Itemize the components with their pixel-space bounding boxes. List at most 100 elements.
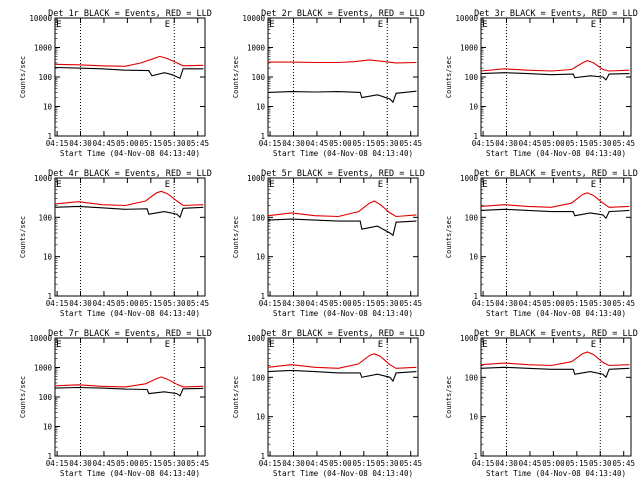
- marker-label: E: [591, 180, 596, 190]
- y-tick-label: 1: [47, 292, 52, 301]
- y-tick-label: 1: [473, 132, 478, 141]
- x-tick-label: 04:15: [46, 139, 69, 148]
- x-tick-label: 05:45: [399, 299, 422, 308]
- x-tick-label: 05:15: [566, 139, 589, 148]
- series-events-line: [480, 366, 630, 379]
- marker-label: E: [165, 20, 170, 30]
- y-axis-label: Counts/sec: [19, 56, 27, 98]
- y-tick-label: 1000: [460, 44, 479, 53]
- x-tick-label: 04:45: [519, 139, 542, 148]
- x-tick-label: 04:30: [282, 139, 305, 148]
- detector-panel-7: Det 7r BLACK = Events, RED = LLD 1 10 100 10…: [19, 329, 212, 478]
- series-events-line: [54, 66, 204, 80]
- x-tick-label: 04:45: [93, 139, 116, 148]
- marker-label: E: [378, 20, 383, 30]
- plot-frame: [480, 337, 632, 457]
- marker-label: E: [482, 20, 487, 30]
- x-tick-label: 05:45: [186, 139, 209, 148]
- y-tick-label: 10: [469, 103, 479, 112]
- marker-label: E: [269, 340, 274, 350]
- y-tick-label: 10: [256, 413, 266, 422]
- marker-label: E: [591, 340, 596, 350]
- y-tick-label: 1: [473, 292, 478, 301]
- y-tick-label: 1000: [247, 334, 266, 343]
- detector-panel-5: Det 5r BLACK = Events, RED = LLD 1 10 100 10…: [232, 169, 425, 318]
- y-tick-label: 10: [469, 253, 479, 262]
- y-tick-label: 1: [47, 132, 52, 141]
- y-tick-label: 100: [464, 213, 478, 222]
- x-tick-label: 05:00: [116, 459, 139, 468]
- series-lld-line: [480, 351, 630, 367]
- series-events-line: [267, 218, 417, 237]
- detector-panel-6: Det 6r BLACK = Events, RED = LLD 1 10 100 10…: [445, 169, 638, 318]
- y-tick-label: 1000: [247, 44, 266, 53]
- x-tick-label: 05:30: [376, 299, 399, 308]
- series-lld-line: [54, 190, 204, 207]
- y-axis-label: Counts/sec: [445, 56, 453, 98]
- x-tick-label: 04:30: [495, 139, 518, 148]
- x-tick-label: 04:45: [93, 459, 116, 468]
- x-tick-label: 05:45: [399, 459, 422, 468]
- x-axis-label: Start Time (04-Nov-08 04:13:40): [60, 309, 200, 318]
- panel-title: Det 3r BLACK = Events, RED = LLD: [474, 9, 638, 19]
- marker-label: E: [269, 20, 274, 30]
- y-tick-label: 10: [43, 103, 53, 112]
- y-axis-label: Counts/sec: [232, 376, 240, 418]
- y-tick-label: 1000: [34, 44, 53, 53]
- y-axis-label: Counts/sec: [445, 376, 453, 418]
- marker-label: E: [56, 340, 61, 350]
- x-tick-label: 05:30: [589, 459, 612, 468]
- marker-label: E: [56, 180, 61, 190]
- x-tick-label: 04:45: [306, 139, 329, 148]
- y-tick-label: 100: [38, 73, 52, 82]
- x-tick-label: 05:00: [329, 139, 352, 148]
- marker-label: E: [165, 180, 170, 190]
- y-tick-label: 10: [43, 253, 53, 262]
- plot-frame: [480, 17, 632, 137]
- x-tick-label: 05:30: [589, 299, 612, 308]
- y-tick-label: 10000: [29, 14, 52, 23]
- y-tick-label: 100: [464, 73, 478, 82]
- y-axis-label: Counts/sec: [19, 376, 27, 418]
- y-tick-label: 100: [464, 373, 478, 382]
- x-axis-label: Start Time (04-Nov-08 04:13:40): [273, 469, 413, 478]
- x-tick-label: 05:30: [163, 139, 186, 148]
- x-tick-label: 05:45: [186, 459, 209, 468]
- x-tick-label: 05:00: [116, 139, 139, 148]
- series-events-line: [480, 208, 630, 220]
- x-tick-label: 04:45: [519, 459, 542, 468]
- x-tick-label: 05:45: [186, 299, 209, 308]
- y-tick-label: 100: [38, 393, 52, 402]
- x-tick-label: 04:15: [259, 299, 282, 308]
- panel-title: Det 2r BLACK = Events, RED = LLD: [261, 9, 425, 19]
- marker-label: E: [482, 340, 487, 350]
- y-axis-label: Counts/sec: [232, 216, 240, 258]
- series-lld-line: [480, 192, 630, 208]
- y-tick-label: 10: [256, 103, 266, 112]
- marker-label: E: [482, 180, 487, 190]
- x-tick-label: 05:30: [376, 459, 399, 468]
- y-tick-label: 1000: [34, 174, 53, 183]
- series-events-line: [267, 90, 417, 104]
- y-tick-label: 1000: [460, 334, 479, 343]
- y-tick-label: 10: [469, 413, 479, 422]
- y-tick-label: 10000: [29, 334, 52, 343]
- x-tick-label: 04:15: [472, 459, 495, 468]
- y-tick-label: 10000: [242, 14, 265, 23]
- panel-title: Det 1r BLACK = Events, RED = LLD: [48, 9, 212, 19]
- x-axis-label: Start Time (04-Nov-08 04:13:40): [486, 469, 626, 478]
- y-tick-label: 100: [38, 213, 52, 222]
- x-tick-label: 05:15: [140, 459, 163, 468]
- x-tick-label: 04:45: [93, 299, 116, 308]
- panel-title: Det 8r BLACK = Events, RED = LLD: [261, 329, 425, 339]
- x-tick-label: 05:00: [542, 139, 565, 148]
- y-tick-label: 1: [260, 452, 265, 461]
- y-tick-label: 10: [43, 423, 53, 432]
- x-axis-label: Start Time (04-Nov-08 04:13:40): [486, 149, 626, 158]
- panel-title: Det 9r BLACK = Events, RED = LLD: [474, 329, 638, 339]
- x-tick-label: 05:15: [353, 459, 376, 468]
- x-tick-label: 05:45: [612, 299, 635, 308]
- y-axis-label: Counts/sec: [445, 216, 453, 258]
- series-lld-line: [267, 200, 417, 218]
- detector-panel-9: Det 9r BLACK = Events, RED = LLD 1 10 100 10…: [445, 329, 638, 478]
